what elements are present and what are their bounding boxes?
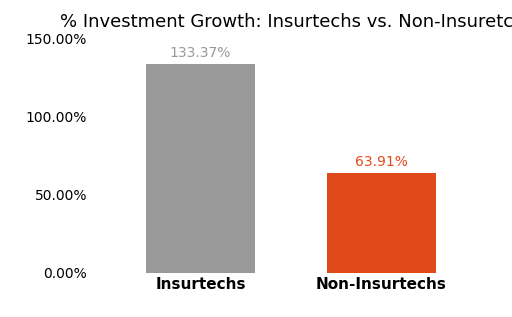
Title: % Investment Growth: Insurtechs vs. Non-Insuretchs: % Investment Growth: Insurtechs vs. Non-… <box>60 13 512 31</box>
Bar <box>146 64 255 273</box>
Text: 133.37%: 133.37% <box>170 46 231 60</box>
Bar <box>327 173 436 273</box>
Text: 63.91%: 63.91% <box>355 155 408 169</box>
